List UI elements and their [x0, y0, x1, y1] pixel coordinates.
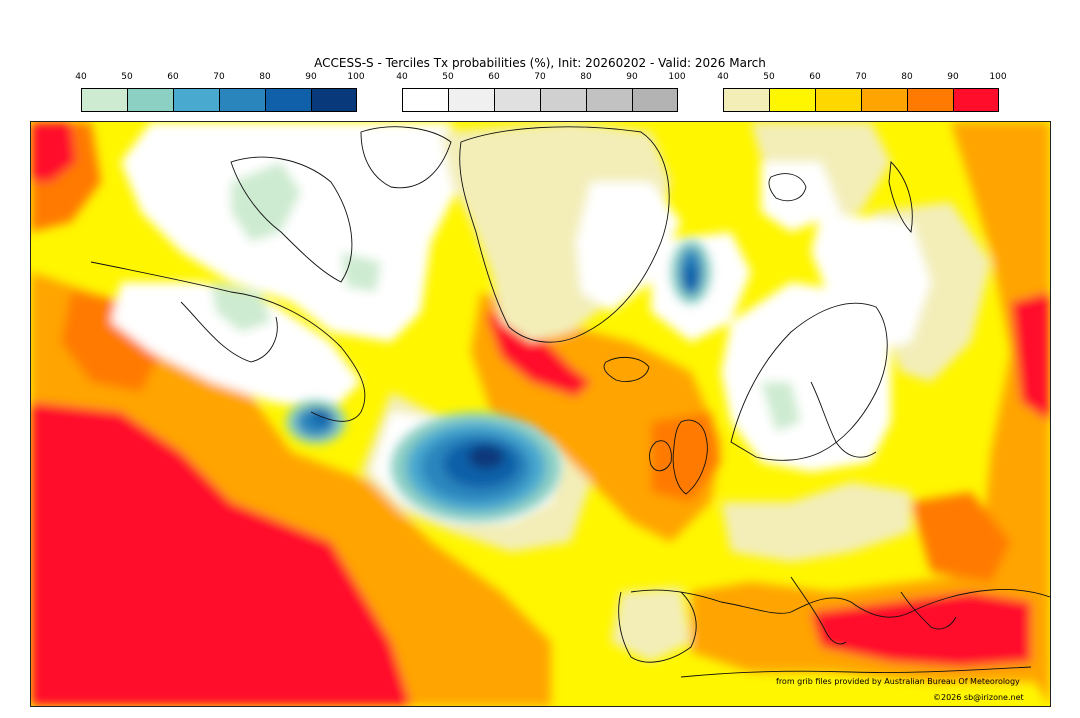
coastline-hudson-bay	[180, 301, 278, 363]
map-field-orange-east	[951, 122, 1050, 706]
legend-tick: 100	[668, 72, 686, 82]
legend-tick: 90	[947, 72, 959, 82]
legend-swatch	[174, 89, 220, 111]
coastline-ireland	[649, 440, 672, 472]
coastline-north-africa	[680, 666, 1032, 678]
credit-source: from grib files provided by Australian B…	[776, 677, 1020, 686]
map-field-red-southwest	[31, 402, 411, 706]
legend-swatch	[266, 89, 312, 111]
legend-tick: 60	[488, 72, 500, 82]
legend-tick: 100	[989, 72, 1007, 82]
legend-tick: 60	[809, 72, 821, 82]
coastline-europe-south	[630, 589, 1050, 618]
legend-swatch	[312, 89, 356, 111]
map-field-orange-balkans	[911, 492, 1011, 582]
legend-swatch	[816, 89, 862, 111]
legend-tick: 70	[213, 72, 225, 82]
map-field-orange-british-isles	[651, 412, 721, 502]
legend-tick: 40	[717, 72, 729, 82]
map-field-green-labrador	[341, 252, 381, 292]
map-field-green-baffin	[231, 162, 301, 242]
map-field-pale-iberia	[611, 587, 691, 662]
coastline-baffin	[230, 156, 353, 283]
map-field-pale-central-europe	[721, 482, 911, 562]
legend-swatch	[587, 89, 633, 111]
legend-swatch	[862, 89, 908, 111]
map-field-blue-newfoundland-80	[311, 409, 331, 425]
coastline-novaya-zemlya	[888, 161, 913, 233]
coastline-scandinavia	[730, 302, 888, 461]
legend-swatch	[128, 89, 174, 111]
legend-swatch	[82, 89, 128, 111]
legend-tick: 40	[75, 72, 87, 82]
legend-tick: 90	[305, 72, 317, 82]
legend-tick: 60	[167, 72, 179, 82]
legend-tick: 90	[626, 72, 638, 82]
legend-tick: 100	[347, 72, 365, 82]
legend-swatch	[633, 89, 677, 111]
legend-swatch	[770, 89, 816, 111]
legend-tick: 70	[855, 72, 867, 82]
coastline-greece	[900, 591, 957, 630]
legend-tick: 50	[121, 72, 133, 82]
legend-swatch	[724, 89, 770, 111]
legend-swatch	[541, 89, 587, 111]
coastline-baltic	[810, 381, 877, 458]
map-field-red-greenland-south	[486, 312, 591, 397]
map-field-red-northwest	[31, 122, 76, 182]
legend-swatch	[908, 89, 954, 111]
map-field-white-russia	[811, 212, 931, 352]
map-title: ACCESS-S - Terciles Tx probabilities (%)…	[314, 56, 766, 70]
coastline-greenland	[459, 126, 670, 343]
probability-map	[30, 121, 1051, 707]
coastline-iceland	[603, 356, 650, 382]
coastline-labrador	[90, 261, 366, 422]
map-field-white-scandinavia	[721, 282, 891, 472]
map-field-blue-norwegian-80	[684, 263, 698, 291]
coastline-svalbard	[768, 173, 807, 202]
legend-tick: 50	[763, 72, 775, 82]
map-field-red-east	[1011, 292, 1050, 422]
legend-swatch	[954, 89, 998, 111]
map-field-white-greenland	[576, 182, 681, 312]
legend-swatch	[449, 89, 495, 111]
legend-tick: 70	[534, 72, 546, 82]
coastline-great-britain	[672, 419, 708, 495]
map-field-red-mediterranean	[811, 592, 1031, 667]
legend-near-normal: 40 50 60 70 80 90 100	[396, 72, 686, 112]
credit-copyright: ©2026 sb@irizone.net	[933, 693, 1024, 702]
coastlines	[90, 126, 1050, 678]
legend-tick: 80	[580, 72, 592, 82]
map-field-white-hudson	[111, 282, 361, 412]
legend-tick: 80	[901, 72, 913, 82]
legend-swatch	[220, 89, 266, 111]
coastline-italy	[790, 576, 847, 645]
legend-above-normal: 40 50 60 70 80 90 100	[717, 72, 1007, 112]
legend-tick: 80	[259, 72, 271, 82]
legend-swatch	[403, 89, 449, 111]
coastline-iberia	[618, 591, 697, 663]
map-field-green-scandinavia	[761, 382, 801, 432]
legend-tick: 50	[442, 72, 454, 82]
map-field-blue-atlantic-90	[468, 445, 504, 469]
legend-swatch	[495, 89, 541, 111]
coastline-arctic-islands	[360, 126, 452, 189]
legend-tick: 40	[396, 72, 408, 82]
legend-below-normal: 40 50 60 70 80 90 100	[75, 72, 365, 112]
map-field-green-hudson	[211, 282, 271, 332]
